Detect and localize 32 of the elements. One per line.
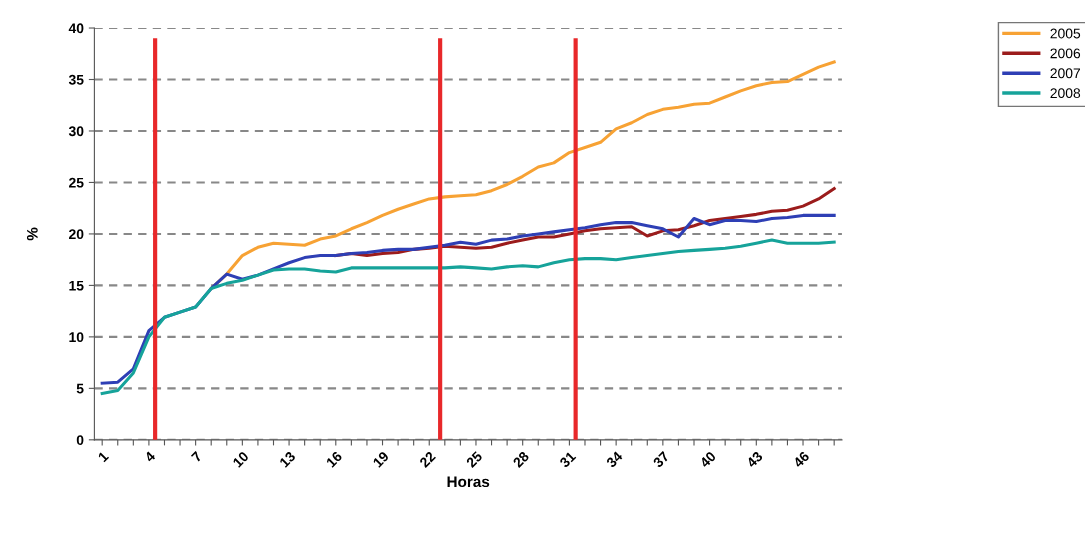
y-tick-label: 30 <box>68 126 84 137</box>
y-tick-label: 25 <box>69 177 84 188</box>
x-tick-label: 19 <box>372 450 390 468</box>
legend-label: 2007 <box>1050 68 1081 79</box>
y-tick-label: 0 <box>76 435 84 445</box>
y-tick-label: 5 <box>76 383 84 394</box>
x-tick-label: 31 <box>558 450 577 469</box>
x-tick-label: 28 <box>512 450 530 469</box>
x-tick-label: 37 <box>652 450 670 469</box>
x-tick-label: 22 <box>418 450 436 468</box>
legend-label: 2005 <box>1050 28 1081 39</box>
y-tick-label: 20 <box>69 229 84 240</box>
legend-label: 2006 <box>1050 48 1081 59</box>
line-series <box>100 238 836 396</box>
y-tick-label: 10 <box>69 332 84 343</box>
legend-label: 2008 <box>1050 88 1081 99</box>
x-tick-label: 7 <box>190 451 203 463</box>
y-tick-label: 40 <box>68 23 84 34</box>
x-tick-label: 46 <box>792 450 810 469</box>
x-tick-label: 10 <box>232 450 250 468</box>
x-tick-label: 13 <box>279 450 296 468</box>
x-tick-label: 4 <box>143 450 156 463</box>
y-tick-label: 15 <box>69 280 84 291</box>
x-tick-label: 40 <box>699 450 717 469</box>
x-tick-label: 16 <box>325 450 343 468</box>
x-tick-label: 43 <box>745 450 764 469</box>
y-tick-label: 35 <box>68 74 84 85</box>
x-axis-title: Horas <box>447 476 490 488</box>
x-tick-label: 1 <box>97 450 110 463</box>
y-axis-title: % <box>26 227 38 241</box>
x-tick-label: 25 <box>465 450 483 469</box>
x-tick-label: 34 <box>605 450 624 469</box>
